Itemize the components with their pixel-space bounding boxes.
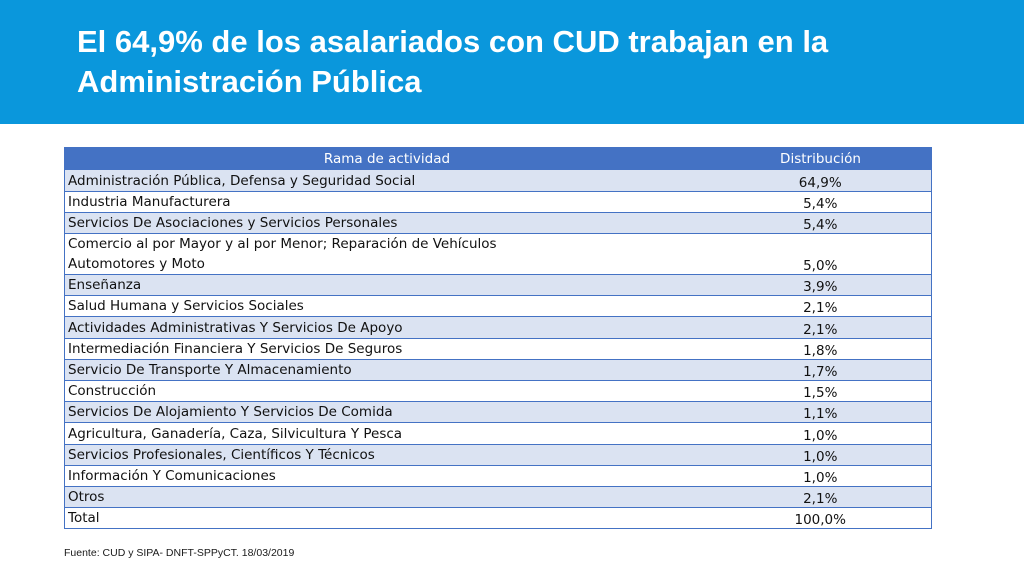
cell-distribucion: 1,8% [709, 338, 932, 360]
rama-label: Servicios De Alojamiento Y Servicios De … [68, 404, 393, 421]
cell-rama: Información Y Comunicaciones [64, 465, 710, 487]
cell-distribucion: 5,4% [709, 212, 932, 235]
cell-distribucion: 1,1% [709, 401, 932, 424]
cell-distribucion: 1,7% [709, 359, 932, 382]
rama-label: Servicio De Transporte Y Almacenamiento [68, 362, 352, 378]
table-row: Agricultura, Ganadería, Caza, Silvicultu… [64, 422, 932, 445]
cell-distribucion: 1,0% [709, 422, 932, 445]
table-row: Servicios Profesionales, Científicos Y T… [64, 444, 932, 466]
cell-rama: Administración Pública, Defensa y Seguri… [64, 170, 710, 192]
rama-label: Enseñanza [68, 277, 142, 294]
cell-distribucion: 2,1% [709, 316, 932, 339]
cell-distribucion: 64,9% [709, 170, 932, 192]
rama-label: Intermediación Financiera Y Servicios De… [68, 340, 403, 357]
slide-title: El 64,9% de los asalariados con CUD trab… [77, 24, 829, 99]
rama-label: Total [68, 510, 100, 527]
cell-distribucion: 5,0% [709, 233, 932, 276]
table-row: Servicio De Transporte Y Almacenamiento 1… [64, 359, 932, 382]
table-row: Servicios De Alojamiento Y Servicios De … [64, 401, 932, 424]
distribution-table-container: Rama de actividad Distribución Administr… [64, 147, 932, 530]
cell-rama: Intermediación Financiera Y Servicios De… [64, 338, 710, 360]
cell-rama: Otros [64, 486, 710, 509]
table-row: Servicios De Asociaciones y Servicios Pe… [64, 212, 932, 235]
distribution-table: Rama de actividad Distribución Administr… [64, 147, 932, 530]
header-rama: Rama de actividad [64, 147, 710, 170]
rama-label: Servicios Profesionales, Científicos Y T… [68, 446, 375, 463]
rama-label: Industria Manufacturera [68, 193, 231, 210]
rama-label: Construcción [68, 383, 157, 400]
cell-rama: Comercio al por Mayor y al por Menor; Re… [64, 233, 710, 276]
cell-rama: Servicios Profesionales, Científicos Y T… [64, 444, 710, 466]
table-row: Información Y Comunicaciones 1,0% [64, 465, 932, 487]
title-banner: El 64,9% de los asalariados con CUD trab… [0, 0, 1024, 124]
rama-label: Otros [68, 489, 105, 506]
source-note: Fuente: CUD y SIPA- DNFT-SPPyCT. 18/03/2… [64, 547, 295, 559]
cell-rama: Servicio De Transporte Y Almacenamiento [64, 359, 710, 382]
cell-rama: Construcción [64, 380, 710, 403]
table-row: Construcción 1,5% [64, 380, 932, 403]
table-row: Industria Manufacturera 5,4% [64, 191, 932, 213]
table-row: Administración Pública, Defensa y Seguri… [64, 170, 932, 192]
cell-rama: Industria Manufacturera [64, 191, 710, 213]
cell-distribucion: 1,0% [709, 444, 932, 466]
table-row: Actividades Administrativas Y Servicios … [64, 316, 932, 339]
rama-label: Agricultura, Ganadería, Caza, Silvicultu… [68, 425, 403, 442]
table-row: Otros 2,1% [64, 486, 932, 509]
table-row: Comercio al por Mayor y al por Menor; Re… [64, 233, 932, 276]
table-body: Administración Pública, Defensa y Seguri… [64, 170, 932, 530]
table-row: Enseñanza 3,9% [64, 274, 932, 297]
table-row: Total 100,0% [64, 507, 932, 530]
cell-rama: Total [64, 507, 710, 530]
cell-distribucion: 1,5% [709, 380, 932, 403]
cell-distribucion: 5,4% [709, 191, 932, 213]
table-row: Intermediación Financiera Y Servicios De… [64, 338, 932, 360]
rama-label: Servicios De Asociaciones y Servicios Pe… [68, 215, 398, 232]
cell-rama: Servicios De Alojamiento Y Servicios De … [64, 401, 710, 424]
cell-distribucion: 100,0% [709, 507, 932, 530]
rama-label: Actividades Administrativas Y Servicios … [68, 319, 403, 336]
cell-rama: Actividades Administrativas Y Servicios … [64, 316, 710, 339]
table-row: Salud Humana y Servicios Sociales 2,1% [64, 295, 932, 318]
rama-label: Administración Pública, Defensa y Seguri… [68, 172, 416, 189]
cell-distribucion: 2,1% [709, 486, 932, 509]
rama-label: Información Y Comunicaciones [68, 467, 276, 484]
cell-rama: Salud Humana y Servicios Sociales [64, 295, 710, 318]
cell-distribucion: 3,9% [709, 274, 932, 297]
header-distribucion: Distribución [709, 147, 932, 170]
rama-label-line2: Automotores y Moto [68, 256, 205, 273]
cell-rama: Agricultura, Ganadería, Caza, Silvicultu… [64, 422, 710, 445]
rama-label: Salud Humana y Servicios Sociales [68, 298, 304, 315]
rama-label: Comercio al por Mayor y al por Menor; Re… [68, 236, 497, 253]
cell-distribucion: 1,0% [709, 465, 932, 487]
cell-rama: Enseñanza [64, 274, 710, 297]
cell-rama: Servicios De Asociaciones y Servicios Pe… [64, 212, 710, 235]
cell-distribucion: 2,1% [709, 295, 932, 318]
table-header-row: Rama de actividad Distribución [64, 147, 932, 170]
